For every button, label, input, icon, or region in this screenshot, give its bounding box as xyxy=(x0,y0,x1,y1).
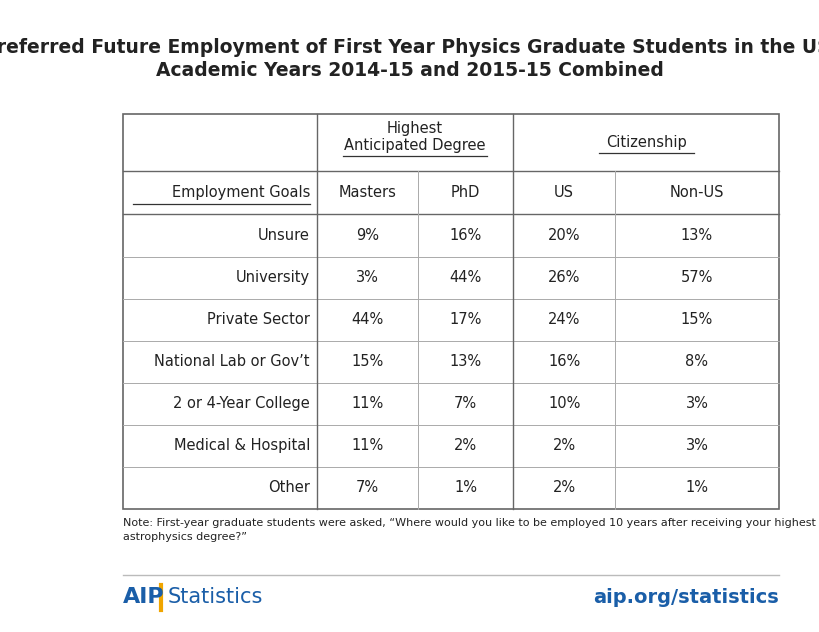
Text: Anticipated Degree: Anticipated Degree xyxy=(344,138,485,153)
Text: Medical & Hospital: Medical & Hospital xyxy=(174,438,310,453)
Text: Private Sector: Private Sector xyxy=(207,312,310,327)
Text: Highest: Highest xyxy=(387,121,442,136)
Text: 24%: 24% xyxy=(547,312,580,327)
Text: aip.org/statistics: aip.org/statistics xyxy=(592,588,778,607)
Text: Academic Years 2014-15 and 2015-15 Combined: Academic Years 2014-15 and 2015-15 Combi… xyxy=(156,61,663,80)
Text: 44%: 44% xyxy=(449,270,482,285)
Text: 15%: 15% xyxy=(680,312,713,327)
Text: Preferred Future Employment of First Year Physics Graduate Students in the US,: Preferred Future Employment of First Yea… xyxy=(0,38,819,57)
Text: 57%: 57% xyxy=(680,270,713,285)
Text: 7%: 7% xyxy=(454,396,477,411)
Text: AIP: AIP xyxy=(123,587,165,607)
Text: PhD: PhD xyxy=(450,185,480,200)
Text: US: US xyxy=(554,185,573,200)
Text: Masters: Masters xyxy=(338,185,396,200)
Text: 26%: 26% xyxy=(547,270,580,285)
Text: Citizenship: Citizenship xyxy=(605,135,686,150)
Text: 11%: 11% xyxy=(351,438,383,453)
Text: Note: First-year graduate students were asked, “Where would you like to be emplo: Note: First-year graduate students were … xyxy=(123,518,819,542)
Text: 2%: 2% xyxy=(454,438,477,453)
Text: 1%: 1% xyxy=(685,480,708,495)
Text: 2%: 2% xyxy=(552,438,575,453)
Text: Employment Goals: Employment Goals xyxy=(171,185,310,200)
Text: Unsure: Unsure xyxy=(258,228,310,243)
Text: 13%: 13% xyxy=(449,354,482,369)
Text: 8%: 8% xyxy=(685,354,708,369)
Text: 15%: 15% xyxy=(351,354,383,369)
Text: Statistics: Statistics xyxy=(168,587,263,607)
Text: 20%: 20% xyxy=(547,228,580,243)
Text: 3%: 3% xyxy=(685,396,708,411)
Text: 17%: 17% xyxy=(449,312,482,327)
Text: 3%: 3% xyxy=(685,438,708,453)
Text: 16%: 16% xyxy=(547,354,580,369)
Text: 3%: 3% xyxy=(355,270,378,285)
Text: 10%: 10% xyxy=(547,396,580,411)
Text: 2 or 4-Year College: 2 or 4-Year College xyxy=(173,396,310,411)
Text: 2%: 2% xyxy=(552,480,575,495)
Text: University: University xyxy=(236,270,310,285)
Text: 9%: 9% xyxy=(355,228,378,243)
Text: 13%: 13% xyxy=(680,228,713,243)
Text: Non-US: Non-US xyxy=(669,185,723,200)
Text: National Lab or Gov’t: National Lab or Gov’t xyxy=(154,354,310,369)
Text: 16%: 16% xyxy=(449,228,482,243)
Text: 7%: 7% xyxy=(355,480,378,495)
Text: 1%: 1% xyxy=(454,480,477,495)
Text: 11%: 11% xyxy=(351,396,383,411)
Text: 44%: 44% xyxy=(351,312,383,327)
Text: Other: Other xyxy=(268,480,310,495)
